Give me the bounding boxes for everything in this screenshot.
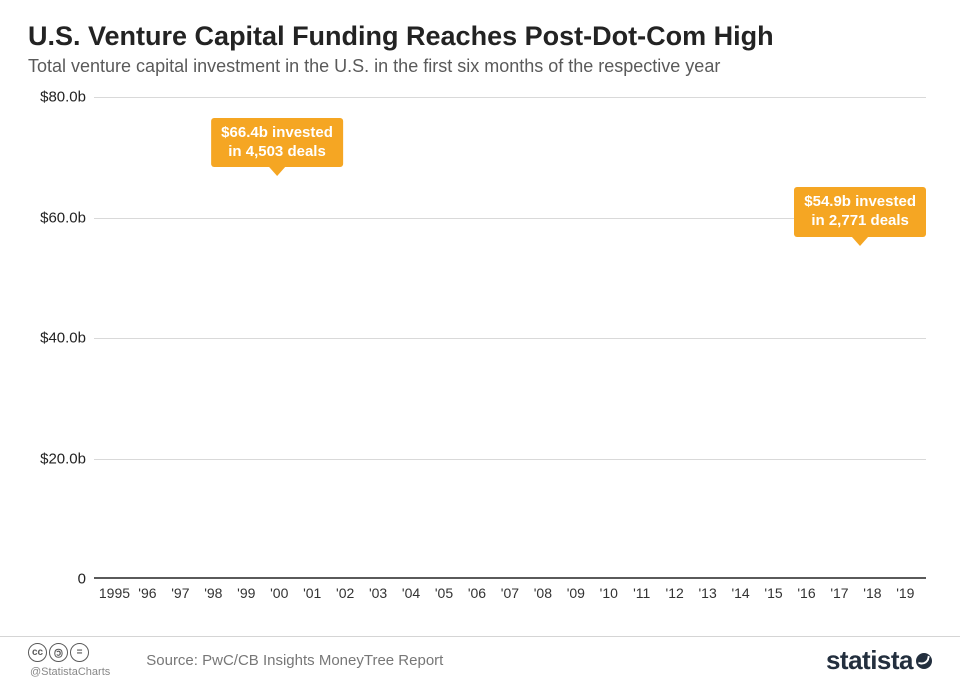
- x-tick-label: '13: [691, 581, 724, 607]
- x-tick-label: '03: [362, 581, 395, 607]
- x-tick-label: '05: [428, 581, 461, 607]
- cc-icon: cc: [28, 643, 47, 662]
- x-tick-label: '17: [823, 581, 856, 607]
- y-tick-label: $80.0b: [40, 89, 86, 106]
- chart-subtitle: Total venture capital investment in the …: [28, 56, 932, 77]
- x-tick-label: '15: [757, 581, 790, 607]
- bars-container: [94, 97, 926, 579]
- x-tick-label: '98: [197, 581, 230, 607]
- x-tick-label: 1995: [98, 581, 131, 607]
- y-tick-label: $60.0b: [40, 209, 86, 226]
- brand-logo: statista: [826, 645, 932, 676]
- x-tick-label: '16: [790, 581, 823, 607]
- x-axis-labels: 1995'96'97'98'99'00'01'02'03'04'05'06'07…: [94, 581, 926, 607]
- x-tick-label: '07: [493, 581, 526, 607]
- x-tick-label: '99: [230, 581, 263, 607]
- brand-text: statista: [826, 645, 913, 676]
- x-tick-label: '18: [856, 581, 889, 607]
- chart-title: U.S. Venture Capital Funding Reaches Pos…: [28, 20, 932, 52]
- nd-icon: =: [70, 643, 89, 662]
- x-tick-label: '00: [263, 581, 296, 607]
- source-value: PwC/CB Insights MoneyTree Report: [202, 652, 443, 669]
- x-tick-label: '14: [724, 581, 757, 607]
- x-tick-label: '01: [296, 581, 329, 607]
- source-text: Source: PwC/CB Insights MoneyTree Report: [146, 652, 443, 669]
- callout: $66.4b investedin 4,503 deals: [211, 118, 343, 168]
- license-icons: cc 🄯 =: [28, 643, 110, 662]
- attribution-handle: @StatistaCharts: [30, 666, 110, 678]
- x-tick-label: '11: [625, 581, 658, 607]
- x-tick-label: '12: [658, 581, 691, 607]
- y-tick-label: 0: [78, 571, 86, 588]
- callout: $54.9b investedin 2,771 deals: [794, 187, 926, 237]
- y-axis: 0$20.0b$40.0b$60.0b$80.0b: [28, 97, 92, 579]
- plot-area: $66.4b investedin 4,503 deals $54.9b inve…: [94, 97, 926, 579]
- y-tick-label: $20.0b: [40, 450, 86, 467]
- x-tick-label: '08: [526, 581, 559, 607]
- x-tick-label: '97: [164, 581, 197, 607]
- y-tick-label: $40.0b: [40, 330, 86, 347]
- by-icon: 🄯: [49, 643, 68, 662]
- source-label: Source:: [146, 652, 202, 669]
- x-tick-label: '02: [329, 581, 362, 607]
- footer: cc 🄯 = @StatistaCharts Source: PwC/CB In…: [0, 636, 960, 684]
- x-axis-baseline: [94, 577, 926, 579]
- x-tick-label: '96: [131, 581, 164, 607]
- x-tick-label: '06: [460, 581, 493, 607]
- x-tick-label: '10: [592, 581, 625, 607]
- x-tick-label: '04: [395, 581, 428, 607]
- chart-area: 0$20.0b$40.0b$60.0b$80.0b $66.4b investe…: [28, 97, 932, 607]
- brand-mark-icon: [916, 653, 932, 669]
- x-tick-label: '09: [559, 581, 592, 607]
- x-tick-label: '19: [889, 581, 922, 607]
